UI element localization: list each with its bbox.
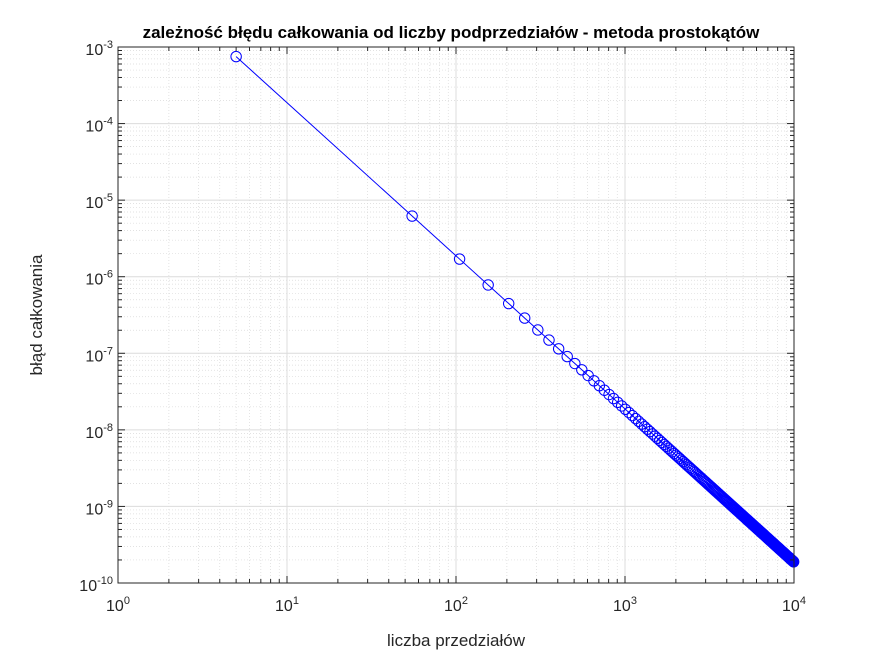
data-point <box>532 324 544 336</box>
x-axis-label: liczba przedziałów <box>387 631 526 650</box>
data-point <box>619 403 632 415</box>
data-point <box>611 396 624 409</box>
tick-labels: 100 101 102 103 104 10-10 10-9 10-8 10-7 10-6 10-5… <box>79 39 806 615</box>
y-tick-label: 10-9 <box>85 498 113 518</box>
data-point <box>603 388 615 401</box>
data-point <box>623 406 635 419</box>
y-tick-label: 10-6 <box>85 269 113 289</box>
y-tick-label: 10-8 <box>85 422 113 442</box>
data-point <box>482 279 494 291</box>
data-point <box>543 334 555 346</box>
y-tick-label: 10-5 <box>85 192 113 212</box>
x-tick-label: 104 <box>782 595 806 615</box>
data-point <box>651 432 664 445</box>
data-point <box>502 297 515 310</box>
x-tick-label: 102 <box>444 595 468 615</box>
data-point <box>615 400 628 412</box>
data-point <box>230 50 242 63</box>
data-point <box>626 409 639 422</box>
y-tick-label: 10-4 <box>85 116 113 136</box>
minor-grid <box>118 47 794 583</box>
x-tick-label: 103 <box>613 595 637 615</box>
series-layer <box>230 50 800 568</box>
x-tick-label: 101 <box>275 595 299 615</box>
data-point <box>607 392 620 405</box>
y-tick-label: 10-7 <box>85 345 113 365</box>
data-point <box>656 436 668 449</box>
data-point <box>453 253 466 265</box>
data-point <box>561 350 573 363</box>
data-point <box>654 434 666 447</box>
y-tick-label: 10-10 <box>79 575 113 595</box>
data-point <box>576 364 588 376</box>
y-axis-label: błąd całkowania <box>27 254 46 376</box>
axes-layer <box>117 46 795 584</box>
data-point <box>552 343 565 355</box>
chart-title: zależność błędu całkowania od liczby pod… <box>143 23 761 42</box>
data-point <box>519 312 531 324</box>
data-point <box>406 210 418 222</box>
y-tick-label: 10-3 <box>85 39 113 59</box>
data-point <box>569 357 581 370</box>
x-tick-label: 100 <box>106 595 130 615</box>
